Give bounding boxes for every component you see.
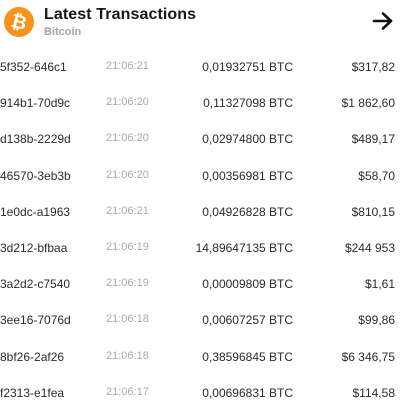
transaction-id: 3ee16-7076d xyxy=(0,313,71,328)
transaction-id: 3a2d2-c7540 xyxy=(0,277,71,292)
transaction-time: 21:06:21 xyxy=(106,204,149,217)
transaction-amount-usd: $810,15 xyxy=(351,204,395,219)
transaction-row[interactable]: 8bf26-2af26 21:06:18 0,38596845 BTC $6 3… xyxy=(0,340,407,376)
transaction-row[interactable]: 1e0dc-a1963 21:06:21 0,04926828 BTC $810… xyxy=(0,195,407,231)
transaction-id: 914b1-70d9c xyxy=(0,96,71,111)
transaction-amount-usd: $99,86 xyxy=(358,313,395,328)
transaction-amount-btc: 0,00356981 BTC xyxy=(202,168,293,183)
transaction-time: 21:06:19 xyxy=(106,277,149,290)
transaction-row[interactable]: d138b-2229d 21:06:20 0,02974800 BTC $489… xyxy=(0,122,407,158)
transaction-id: f2313-e1fea xyxy=(0,385,65,400)
bitcoin-icon: ₿ xyxy=(4,7,34,37)
bitcoin-glyph: ₿ xyxy=(9,10,29,35)
transaction-id: 1e0dc-a1963 xyxy=(0,204,71,219)
transaction-row[interactable]: 46570-3eb3b 21:06:20 0,00356981 BTC $58,… xyxy=(0,159,407,195)
transaction-time: 21:06:18 xyxy=(106,349,149,362)
transaction-amount-usd: $1,61 xyxy=(364,277,395,292)
transaction-row[interactable]: 3a2d2-c7540 21:06:19 0,00009809 BTC $1,6… xyxy=(0,267,407,303)
transaction-id: 46570-3eb3b xyxy=(0,168,71,183)
transaction-row[interactable]: 914b1-70d9c 21:06:20 0,11327098 BTC $1 8… xyxy=(0,86,407,122)
transaction-time: 21:06:18 xyxy=(106,313,149,326)
transaction-amount-btc: 0,00009809 BTC xyxy=(202,277,293,292)
transaction-time: 21:06:21 xyxy=(106,60,149,72)
transaction-time: 21:06:19 xyxy=(106,240,149,253)
view-all-button[interactable] xyxy=(370,8,396,34)
transaction-amount-btc: 0,11327098 BTC xyxy=(203,96,293,111)
transaction-id: d138b-2229d xyxy=(0,132,71,147)
transaction-time: 21:06:20 xyxy=(106,96,149,109)
svg-text:₿: ₿ xyxy=(9,10,29,35)
transaction-amount-btc: 0,01932751 BTC xyxy=(202,60,293,74)
transaction-row[interactable]: 5f352-646c1 21:06:21 0,01932751 BTC $317… xyxy=(0,50,407,86)
transaction-amount-usd: $114,58 xyxy=(352,385,396,400)
card-title: Latest Transactions xyxy=(44,6,197,23)
transaction-time: 21:06:17 xyxy=(106,385,149,398)
transaction-amount-usd: $6 346,75 xyxy=(341,349,395,364)
transaction-amount-btc: 0,04926828 BTC xyxy=(202,204,293,219)
transaction-amount-btc: 0,00696831 BTC xyxy=(202,385,293,400)
card-header: ₿ Latest Transactions Bitcoin xyxy=(0,0,407,48)
transaction-amount-usd: $1 862,60 xyxy=(341,96,395,111)
transaction-amount-btc: 0,02974800 BTC xyxy=(202,132,293,147)
transaction-amount-usd: $244 953 xyxy=(344,240,395,255)
transaction-id: 5f352-646c1 xyxy=(0,60,67,74)
transaction-amount-btc: 0,00607257 BTC xyxy=(202,313,293,328)
transaction-amount-btc: 14,89647135 BTC xyxy=(195,240,293,255)
transaction-amount-usd: $317,82 xyxy=(351,60,395,74)
transaction-id: 8bf26-2af26 xyxy=(0,349,65,364)
transaction-amount-usd: $489,17 xyxy=(351,132,395,147)
transaction-list: 5f352-646c1 21:06:21 0,01932751 BTC $317… xyxy=(0,50,407,408)
transaction-amount-btc: 0,38596845 BTC xyxy=(202,349,293,364)
transaction-time: 21:06:20 xyxy=(106,132,149,145)
transaction-amount-usd: $58,70 xyxy=(358,168,395,183)
transaction-row[interactable]: 3d212-bfbaa 21:06:19 14,89647135 BTC $24… xyxy=(0,231,407,267)
transaction-row[interactable]: f2313-e1fea 21:06:17 0,00696831 BTC $114… xyxy=(0,376,407,408)
arrow-right-icon xyxy=(372,12,393,30)
transaction-time: 21:06:20 xyxy=(106,168,149,181)
transaction-row[interactable]: 3ee16-7076d 21:06:18 0,00607257 BTC $99,… xyxy=(0,303,407,339)
card-subtitle: Bitcoin xyxy=(44,26,82,38)
transaction-id: 3d212-bfbaa xyxy=(0,240,68,255)
